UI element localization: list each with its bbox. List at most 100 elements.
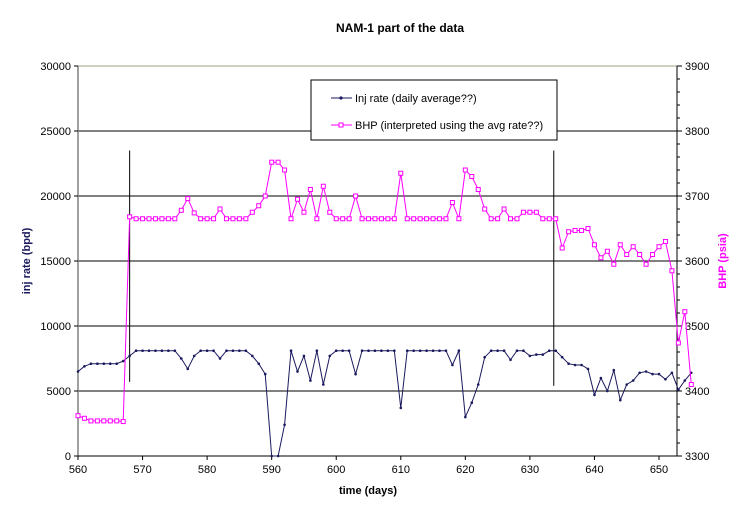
x-axis-label: time (days) (339, 485, 397, 497)
inj-rate-point (231, 349, 235, 353)
inj-rate-point (657, 372, 661, 376)
bhp-point (366, 216, 371, 222)
bhp-point (572, 227, 578, 233)
inj-rate-point (263, 372, 267, 376)
bhp-point (378, 216, 384, 222)
inj-rate-point (192, 354, 196, 358)
legend-box (310, 79, 558, 141)
inj-rate-point (244, 349, 248, 353)
inj-rate-point (283, 423, 286, 427)
y-axis-left-ticks: 0 5000 10000 15000 20000 25000 30000 (40, 61, 78, 463)
inj-rate-point (257, 362, 261, 366)
bhp-point (372, 216, 378, 222)
bhp-point (120, 419, 126, 425)
inj-rate-point (489, 349, 493, 353)
y2-tick-label: 3800 (685, 126, 709, 138)
inj-rate-point (593, 393, 596, 397)
inj-rate-point (360, 349, 364, 353)
bhp-point (650, 252, 656, 257)
bhp-point (185, 196, 191, 202)
bhp-point (411, 216, 417, 222)
x-tick-label: 600 (327, 464, 345, 476)
inj-rate-point (108, 362, 112, 366)
bhp-point (159, 216, 165, 222)
inj-rate-point (270, 454, 273, 458)
y-tick-label: 5000 (47, 386, 71, 398)
inj-rate-point (399, 406, 403, 410)
bhp-point (152, 216, 158, 222)
inj-rate-point (464, 415, 467, 419)
x-axis-ticks: 560 570 580 590 600 610 620 630 640 650 (69, 456, 668, 476)
bhp-point (301, 209, 307, 215)
inj-rate-point (451, 363, 454, 367)
bhp-point (385, 216, 391, 222)
inj-rate-point (251, 354, 254, 358)
bhp-point (398, 170, 404, 176)
bhp-point (359, 216, 365, 222)
inj-rate-point (128, 354, 131, 358)
inj-rate-point (334, 349, 338, 353)
bhp-point (81, 415, 87, 421)
y-tick-label: 10000 (40, 321, 71, 333)
inj-rate-point (199, 349, 202, 353)
bhp-point (101, 418, 107, 424)
bhp-point (430, 216, 436, 222)
bhp-point (88, 418, 94, 424)
bhp-point (437, 216, 443, 222)
inj-rate-point (328, 354, 332, 358)
bhp-point (656, 244, 662, 250)
y-tick-label: 15000 (40, 256, 71, 268)
bhp-point (114, 418, 120, 424)
inj-rate-point (554, 349, 558, 353)
inj-rate-point (173, 349, 177, 353)
bhp-point (165, 216, 171, 222)
bhp-point (630, 244, 636, 250)
bhp-point (211, 216, 217, 222)
inj-rate-point (431, 349, 435, 353)
bhp-point (424, 216, 430, 222)
inj-rate-point (302, 354, 306, 358)
vertical-marker-lines (129, 150, 555, 386)
bhp-point (346, 216, 352, 222)
bhp-point (579, 227, 585, 233)
inj-rate-point (457, 349, 461, 353)
inj-rate-point (496, 349, 499, 353)
inj-rate-point (115, 362, 119, 366)
y-axis-left-label: inj rate (bpd) (21, 227, 33, 294)
x-tick-label: 650 (650, 464, 668, 476)
series-inj-rate (76, 348, 693, 458)
inj-rate-point (651, 372, 654, 376)
inj-rate-point (502, 349, 506, 353)
inj-rate-point (528, 354, 532, 358)
inj-rate-point (405, 349, 409, 353)
bhp-point (669, 268, 675, 274)
inj-rate-point (483, 355, 487, 359)
bhp-point (391, 216, 397, 222)
inj-rate-point (670, 371, 674, 375)
bhp-point (533, 209, 539, 215)
y2-tick-label: 3600 (685, 256, 709, 268)
inj-rate-point (625, 383, 629, 386)
y2-tick-label: 3500 (685, 321, 709, 333)
bhp-point (404, 216, 410, 222)
inj-rate-point (470, 401, 474, 405)
bhp-point (178, 207, 184, 213)
bhp-point (682, 309, 688, 315)
inj-rate-point (83, 365, 86, 368)
y-tick-label: 30000 (40, 61, 71, 73)
inj-rate-point (683, 379, 687, 382)
inj-rate-point (425, 349, 428, 353)
bhp-point (637, 252, 643, 257)
bhp-point (140, 216, 146, 222)
inj-rate-point (315, 349, 319, 353)
inj-rate-point (225, 349, 228, 353)
bhp-point (307, 187, 313, 192)
y-axis-right-ticks: 3300 3400 3500 3600 3700 3800 3900 (677, 61, 709, 463)
inj-rate-point (96, 362, 99, 366)
inj-rate-point (186, 367, 190, 371)
bhp-point (559, 245, 565, 251)
inj-rate-point (444, 349, 448, 353)
bhp-point (469, 174, 475, 179)
y2-tick-label: 3400 (685, 386, 709, 398)
legend-inj-label: Inj rate (daily average??) (355, 93, 477, 105)
